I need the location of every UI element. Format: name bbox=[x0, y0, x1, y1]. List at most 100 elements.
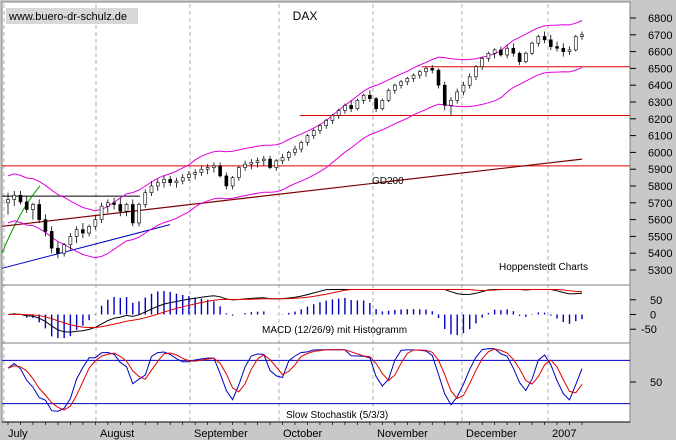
candle-body bbox=[305, 135, 310, 143]
candle-body bbox=[106, 202, 110, 207]
candle-body bbox=[224, 175, 229, 187]
stochastic-indicator: 50 bbox=[2, 348, 662, 412]
candle-body bbox=[499, 49, 503, 56]
candle-body bbox=[262, 158, 266, 162]
candle-body bbox=[517, 52, 522, 62]
candle-body bbox=[130, 204, 135, 224]
price-panel bbox=[1, 1, 631, 286]
price-tick-label: 6500 bbox=[648, 63, 672, 75]
price-tick-label: 5700 bbox=[648, 198, 672, 210]
stochastic-label: Slow Stochastik (5/3/3) bbox=[286, 410, 388, 421]
x-axis-label: November bbox=[377, 428, 428, 440]
green-trendline bbox=[1, 185, 41, 254]
stochastic-panel bbox=[1, 342, 631, 423]
candle-body bbox=[212, 165, 216, 168]
candle-body bbox=[56, 247, 60, 254]
candle-body bbox=[449, 100, 453, 106]
candle-body bbox=[561, 47, 566, 52]
candle-body bbox=[162, 178, 166, 183]
watermark-box bbox=[6, 8, 138, 24]
candle-body bbox=[286, 152, 291, 158]
bollinger-upper-band bbox=[7, 20, 583, 212]
candle-body bbox=[31, 204, 35, 210]
price-tick-label: 6300 bbox=[648, 97, 672, 109]
candle-body bbox=[436, 69, 441, 86]
chart-title: DAX bbox=[293, 9, 318, 23]
candle-body bbox=[417, 71, 422, 76]
candle-body bbox=[311, 130, 316, 136]
price-tick-label: 6000 bbox=[648, 147, 672, 159]
stochastic-tick-label: 50 bbox=[650, 377, 662, 389]
candle-body bbox=[249, 162, 254, 165]
price-tick-label: 6100 bbox=[648, 131, 672, 143]
price-tick-label: 6200 bbox=[648, 114, 672, 126]
candle-body bbox=[361, 94, 366, 101]
x-axis-label: December bbox=[466, 428, 517, 440]
candle-body bbox=[299, 142, 304, 150]
gd200-label: GD200 bbox=[372, 176, 404, 187]
watermark-text: www.buero-dr-schulz.de bbox=[8, 11, 127, 23]
candle-body bbox=[74, 229, 79, 237]
price-tick-label: 5600 bbox=[648, 215, 672, 227]
x-axis-label: 2007 bbox=[552, 428, 576, 440]
candle-body bbox=[455, 91, 460, 101]
candle-body bbox=[530, 42, 534, 54]
candle-body bbox=[62, 244, 66, 254]
candle-body bbox=[343, 105, 347, 111]
candle-body bbox=[149, 185, 154, 194]
candle-body bbox=[237, 167, 241, 178]
price-tick-label: 6700 bbox=[648, 30, 672, 42]
candle-body bbox=[268, 158, 272, 168]
bollinger-bands bbox=[7, 20, 583, 259]
candle-body bbox=[555, 46, 559, 49]
candle-body bbox=[187, 173, 191, 178]
candle-body bbox=[536, 36, 541, 44]
macd-tick-label: 50 bbox=[650, 295, 662, 307]
candle-body bbox=[205, 167, 210, 170]
candle-body bbox=[386, 89, 391, 101]
candle-body bbox=[374, 98, 378, 110]
source-label: Hoppenstedt Charts bbox=[499, 262, 588, 273]
macd-tick-label: -50 bbox=[641, 324, 657, 336]
candle-body bbox=[380, 100, 385, 110]
candle-body bbox=[280, 157, 285, 162]
candle-body bbox=[218, 165, 222, 177]
candle-body bbox=[461, 84, 466, 93]
candle-body bbox=[193, 172, 197, 175]
candle-body bbox=[293, 148, 297, 153]
candle-body bbox=[567, 49, 572, 52]
candle-body bbox=[24, 201, 29, 210]
candle-body bbox=[43, 219, 48, 232]
candle-body bbox=[168, 178, 173, 183]
candle-body bbox=[124, 204, 129, 212]
macd-panel bbox=[1, 284, 631, 344]
candle-body bbox=[480, 58, 484, 68]
price-y-axis: 5300 5400 5500 5600 5700 5800 5900 6000 6100 6200… bbox=[630, 13, 672, 277]
candle-body bbox=[324, 120, 328, 126]
candle-body bbox=[199, 168, 204, 173]
candle-body bbox=[49, 231, 54, 249]
candle-body bbox=[180, 177, 185, 182]
candle-body bbox=[118, 204, 123, 212]
candle-body bbox=[405, 78, 410, 83]
candle-body bbox=[255, 160, 260, 163]
candle-body bbox=[393, 84, 397, 91]
candle-body bbox=[580, 34, 584, 37]
candle-body bbox=[143, 192, 148, 205]
candle-body bbox=[99, 205, 104, 220]
candle-body bbox=[336, 110, 341, 116]
gd200-line bbox=[1, 158, 583, 227]
macd-label: MACD (12/26/9) mit Histogramm bbox=[262, 325, 407, 336]
stochastic-label-box bbox=[282, 409, 394, 421]
candle-body bbox=[424, 68, 428, 73]
candle-body bbox=[6, 199, 10, 204]
signal-line bbox=[7, 289, 583, 328]
candle-body bbox=[549, 39, 553, 47]
price-tick-label: 5800 bbox=[648, 181, 672, 193]
candle-body bbox=[524, 52, 528, 62]
price-tick-label: 5500 bbox=[648, 231, 672, 243]
x-axis-month-labels: July August September October November Decemb… bbox=[2, 421, 630, 440]
stochastic-k-line bbox=[7, 348, 583, 412]
candle-body bbox=[12, 194, 17, 200]
candle-body bbox=[137, 204, 141, 224]
